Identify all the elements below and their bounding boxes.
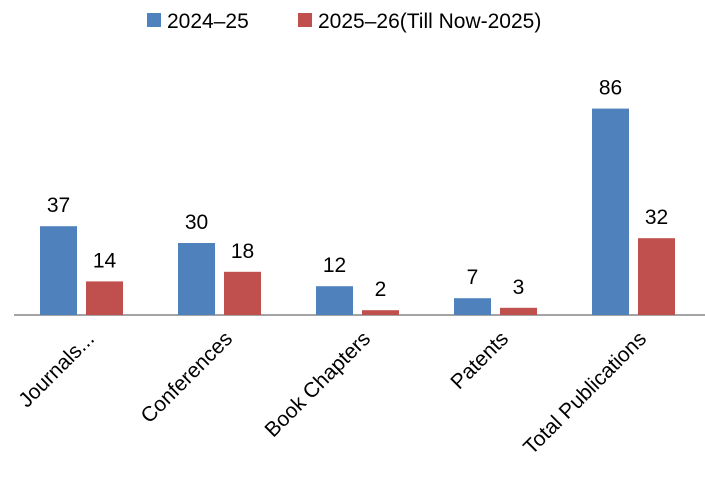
data-label: 12 — [323, 254, 346, 277]
legend-label: 2025–26(Till Now-2025) — [318, 10, 541, 33]
data-label: 7 — [467, 266, 479, 289]
x-tick-label: Patents — [446, 327, 513, 394]
bar — [86, 281, 123, 315]
bar — [178, 243, 215, 315]
x-tick-label: Journals... — [14, 327, 99, 412]
legend-swatch — [298, 13, 312, 27]
bar — [454, 298, 491, 315]
data-label: 3 — [513, 276, 525, 299]
bar — [224, 271, 261, 315]
bar — [500, 307, 537, 315]
bar — [40, 226, 77, 315]
data-label: 86 — [599, 77, 622, 100]
bar — [362, 310, 399, 315]
data-label: 14 — [93, 249, 117, 272]
bar — [592, 108, 629, 315]
legend-swatch — [147, 13, 161, 27]
data-label: 2 — [375, 278, 387, 301]
bar — [638, 238, 675, 315]
x-tick-label: Conferences — [137, 327, 237, 427]
data-label: 32 — [645, 206, 668, 229]
data-label: 30 — [185, 211, 208, 234]
x-tick-label: Total Publications — [519, 327, 651, 459]
x-tick-label: Book Chapters — [261, 327, 375, 441]
bar — [316, 286, 353, 315]
legend-label: 2024–25 — [167, 10, 249, 33]
data-label: 18 — [231, 240, 254, 263]
data-label: 37 — [47, 194, 70, 217]
